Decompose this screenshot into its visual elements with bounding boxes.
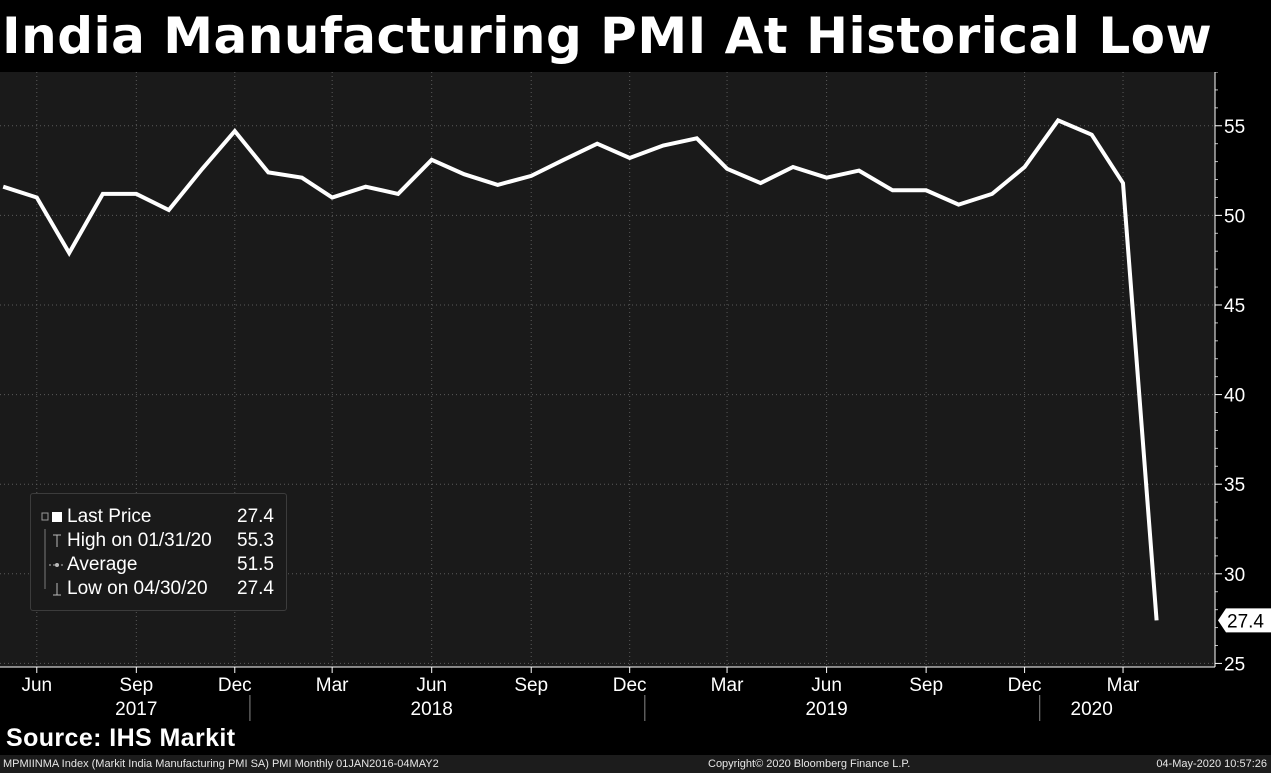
- legend-item-high: High on 01/31/20 55.3: [31, 529, 286, 553]
- chart: 25 30 35 40 45 50 55 Jun Sep Dec Mar Jun Sep Dec Mar Ju…: [0, 72, 1271, 721]
- y-tick-label: 55: [1224, 117, 1245, 138]
- series: [2, 117, 1159, 621]
- legend-label: High on 01/31/20: [67, 530, 212, 551]
- year-label: 2019: [805, 699, 847, 720]
- legend-average-marker-icon: [41, 553, 65, 577]
- x-tick-label: Dec: [218, 675, 252, 696]
- x-tick-label: Jun: [416, 675, 447, 696]
- legend-value: 27.4: [237, 578, 274, 599]
- y-tick-label: 25: [1224, 654, 1245, 675]
- legend: Last Price 27.4 High on 01/31/20 55.3 Av…: [30, 493, 287, 611]
- year-label: 2017: [115, 699, 157, 720]
- axes: [0, 72, 1222, 721]
- last-value-label: 27.4: [1227, 611, 1264, 632]
- x-tick-label: Sep: [909, 675, 943, 696]
- legend-label: Low on 04/30/20: [67, 578, 208, 599]
- footer-copyright: Copyright© 2020 Bloomberg Finance L.P.: [708, 758, 911, 770]
- legend-label: Last Price: [67, 506, 152, 527]
- x-tick-label: Mar: [1107, 675, 1140, 696]
- footer-bar: MPMIINMA Index (Markit India Manufacturi…: [0, 755, 1271, 773]
- year-label: 2020: [1071, 699, 1113, 720]
- series-line: [2, 117, 1159, 621]
- legend-high-marker-icon: [41, 529, 65, 553]
- x-tick-label: Dec: [1008, 675, 1042, 696]
- legend-low-marker-icon: [41, 577, 65, 601]
- legend-label: Average: [67, 554, 138, 575]
- x-tick-label: Jun: [811, 675, 842, 696]
- legend-item-last-price: Last Price 27.4: [31, 505, 286, 529]
- y-tick-label: 50: [1224, 206, 1245, 227]
- footer-timestamp: 04-May-2020 10:57:26: [1156, 758, 1267, 770]
- legend-last-price-marker-icon: [41, 505, 65, 529]
- legend-value: 27.4: [237, 506, 274, 527]
- legend-value: 51.5: [237, 554, 274, 575]
- y-tick-label: 35: [1224, 475, 1245, 496]
- y-tick-label: 30: [1224, 565, 1245, 586]
- legend-value: 55.3: [237, 530, 274, 551]
- x-tick-label: Jun: [21, 675, 52, 696]
- legend-item-average: Average 51.5: [31, 553, 286, 577]
- footer-ticker-info: MPMIINMA Index (Markit India Manufacturi…: [3, 758, 439, 770]
- year-label: 2018: [411, 699, 453, 720]
- x-tick-label: Mar: [316, 675, 349, 696]
- x-tick-label: Sep: [514, 675, 548, 696]
- y-tick-label: 45: [1224, 296, 1245, 317]
- chart-title: India Manufacturing PMI At Historical Lo…: [2, 7, 1213, 65]
- grid: [0, 72, 1215, 667]
- last-value-tag: [1218, 608, 1271, 633]
- x-tick-label: Mar: [711, 675, 744, 696]
- source-note: Source: IHS Markit: [0, 722, 1271, 755]
- labels: 25 30 35 40 45 50 55 Jun Sep Dec Mar Jun Sep Dec Mar Ju…: [21, 117, 1271, 720]
- legend-item-low: Low on 04/30/20 27.4: [31, 577, 286, 601]
- y-tick-label: 40: [1224, 386, 1245, 407]
- x-tick-label: Sep: [119, 675, 153, 696]
- x-tick-label: Dec: [613, 675, 647, 696]
